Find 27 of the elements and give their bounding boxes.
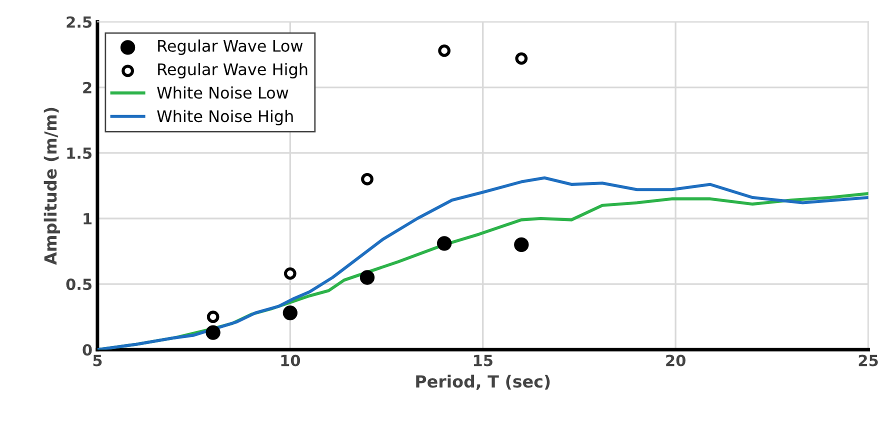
y-axis-title: Amplitude (m/m) — [44, 108, 60, 265]
point — [284, 267, 296, 280]
point — [514, 237, 529, 252]
y-tick-label: 1.5 — [67, 148, 92, 159]
point — [361, 172, 374, 186]
x-tick-label: 10 — [281, 354, 300, 366]
x-tick-label: 25 — [858, 354, 878, 366]
point — [515, 52, 528, 65]
y-tick-label: 1 — [84, 213, 92, 224]
x-axis-title: Period, T (sec) — [416, 374, 550, 390]
legend-label: White Noise High — [157, 110, 293, 126]
point — [206, 325, 220, 340]
legend-label: White Noise Low — [157, 86, 288, 99]
y-tick-label: 0.5 — [66, 278, 92, 290]
point — [360, 270, 375, 285]
point — [206, 310, 220, 324]
point — [436, 236, 452, 251]
x-tick-label: 15 — [474, 354, 492, 366]
y-tick-label: 0 — [82, 344, 92, 356]
legend-label: Regular Wave Low — [158, 40, 303, 55]
y-tick-label: 2.5 — [66, 16, 92, 28]
point — [282, 306, 298, 320]
y-tick-label: 2 — [83, 82, 92, 94]
x-tick-label: 5 — [93, 354, 102, 366]
x-tick-label: 20 — [666, 354, 686, 366]
point — [438, 44, 451, 57]
legend-label: Regular Wave High — [158, 62, 308, 78]
